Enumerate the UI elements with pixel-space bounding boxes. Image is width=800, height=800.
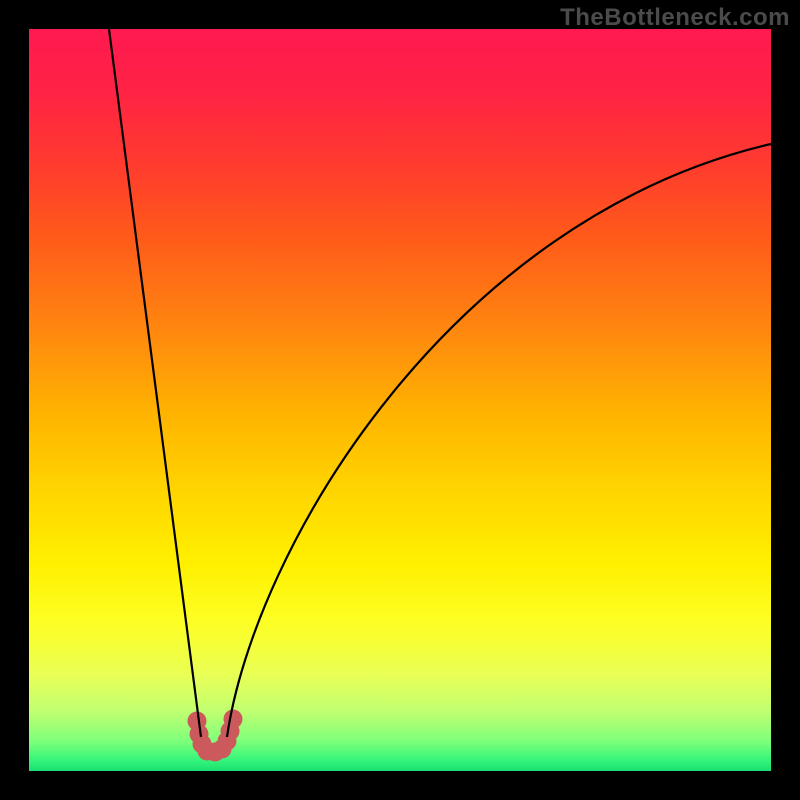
bottleneck-curve-plot bbox=[29, 29, 771, 771]
plot-background bbox=[29, 29, 771, 771]
watermark-text: TheBottleneck.com bbox=[560, 4, 790, 32]
chart-frame: TheBottleneck.com bbox=[0, 0, 800, 800]
valley-marker-dot bbox=[224, 710, 243, 729]
